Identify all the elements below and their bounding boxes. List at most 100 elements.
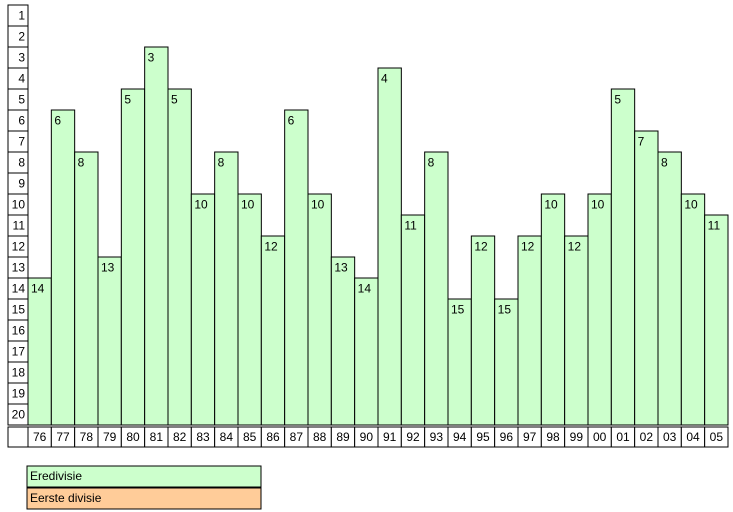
y-tick-label: 5 xyxy=(18,93,25,107)
x-tick-label: 96 xyxy=(500,430,514,444)
x-tick-label: 88 xyxy=(313,430,327,444)
legend-swatch xyxy=(26,465,262,488)
x-tick-label: 00 xyxy=(593,430,607,444)
y-tick-label: 11 xyxy=(13,219,26,233)
x-tick-label: 89 xyxy=(336,430,350,444)
y-tick-label: 19 xyxy=(12,387,26,401)
x-tick-label: 04 xyxy=(686,430,700,444)
y-tick-label: 4 xyxy=(18,72,25,86)
y-tick-label: 6 xyxy=(18,114,25,128)
legend-label: Eredivisie xyxy=(30,469,82,483)
value-label: 11 xyxy=(404,219,417,233)
bar xyxy=(307,193,332,426)
x-tick-label: 91 xyxy=(383,430,397,444)
y-tick-label: 17 xyxy=(12,345,26,359)
y-tick-label: 8 xyxy=(18,156,25,170)
x-tick-label: 83 xyxy=(196,430,210,444)
x-tick-label: 80 xyxy=(126,430,140,444)
value-label: 11 xyxy=(708,219,721,233)
y-tick-label: 18 xyxy=(12,366,26,380)
bar xyxy=(330,256,356,426)
value-label: 4 xyxy=(381,72,388,86)
x-tick-label: 05 xyxy=(710,430,724,444)
value-label: 12 xyxy=(264,240,278,254)
value-label: 12 xyxy=(474,240,488,254)
y-tick-label: 12 xyxy=(12,240,26,254)
bar xyxy=(634,130,659,426)
value-label: 12 xyxy=(568,240,582,254)
bar xyxy=(564,235,589,426)
y-tick-label: 14 xyxy=(12,282,26,296)
bar xyxy=(144,46,169,426)
value-label: 8 xyxy=(218,156,225,170)
bar xyxy=(377,67,402,426)
y-tick-label: 1 xyxy=(18,9,25,23)
x-tick-label: 77 xyxy=(56,430,70,444)
value-label: 10 xyxy=(591,198,605,212)
bar xyxy=(587,193,612,426)
x-tick-label: 95 xyxy=(476,430,490,444)
value-label: 6 xyxy=(54,114,61,128)
x-tick-label: 79 xyxy=(103,430,117,444)
value-label: 13 xyxy=(334,261,348,275)
bar xyxy=(540,193,566,426)
x-tick-label: 03 xyxy=(663,430,677,444)
x-tick-label: 92 xyxy=(406,430,420,444)
x-tick-cell xyxy=(704,426,729,448)
bar xyxy=(284,109,309,426)
legend-swatch xyxy=(26,487,262,510)
bar xyxy=(50,109,76,426)
value-label: 14 xyxy=(31,282,45,296)
y-tick-label: 20 xyxy=(12,408,26,422)
bar xyxy=(610,88,636,426)
y-tick-label: 7 xyxy=(18,135,25,149)
bar xyxy=(517,235,542,426)
x-tick-label: 82 xyxy=(173,430,187,444)
value-label: 10 xyxy=(544,198,558,212)
bar xyxy=(167,88,192,426)
bar xyxy=(680,193,706,426)
bar xyxy=(704,214,729,426)
x-tick-label: 90 xyxy=(360,430,374,444)
bar xyxy=(447,298,472,426)
value-label: 7 xyxy=(638,135,645,149)
bar xyxy=(260,235,286,426)
value-label: 8 xyxy=(428,156,435,170)
bar xyxy=(97,256,122,426)
x-tick-label: 78 xyxy=(80,430,94,444)
value-label: 8 xyxy=(661,156,668,170)
x-tick-label: 01 xyxy=(616,430,630,444)
x-tick-label: 85 xyxy=(243,430,257,444)
bar xyxy=(190,193,216,426)
x-tick-label: 98 xyxy=(546,430,560,444)
y-tick-label: 16 xyxy=(12,324,26,338)
bar xyxy=(494,298,519,426)
x-tick-label: 84 xyxy=(220,430,234,444)
value-label: 15 xyxy=(451,303,465,317)
bar xyxy=(400,214,426,426)
y-tick-label: 9 xyxy=(18,177,25,191)
value-label: 5 xyxy=(614,93,621,107)
bar xyxy=(27,277,52,426)
value-label: 3 xyxy=(148,51,155,65)
x-corner-cell xyxy=(7,426,29,448)
x-tick-label: 94 xyxy=(453,430,467,444)
bar xyxy=(120,88,146,426)
value-label: 14 xyxy=(358,282,372,296)
bar xyxy=(237,193,262,426)
x-tick-label: 87 xyxy=(290,430,304,444)
value-label: 13 xyxy=(101,261,115,275)
x-tick-label: 97 xyxy=(523,430,537,444)
bar xyxy=(214,151,239,426)
legend-label: Eerste divisie xyxy=(30,491,102,505)
bar xyxy=(354,277,379,426)
bar xyxy=(470,235,496,426)
y-tick-label: 15 xyxy=(12,303,26,317)
x-tick-label: 93 xyxy=(430,430,444,444)
x-tick-label: 76 xyxy=(33,430,47,444)
x-tick-label: 99 xyxy=(570,430,584,444)
x-tick-label: 86 xyxy=(266,430,280,444)
value-label: 5 xyxy=(124,93,131,107)
y-tick-label: 10 xyxy=(12,198,26,212)
